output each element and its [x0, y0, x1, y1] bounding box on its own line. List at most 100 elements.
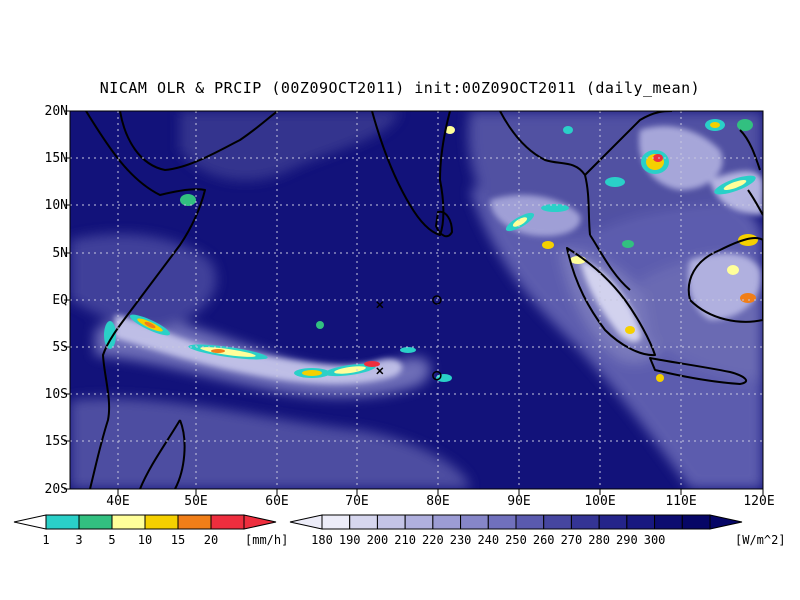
precip-cell	[436, 374, 452, 382]
precip-cell	[710, 122, 720, 128]
olr-colorbar-label: 200	[366, 533, 389, 547]
precip-colorbar-swatch	[144, 514, 179, 530]
precip-cell	[302, 370, 322, 376]
olr-cloud-africa	[70, 234, 217, 330]
precip-band-east	[505, 119, 758, 382]
olr-colorbar-label: 180	[311, 533, 333, 547]
precip-cell	[144, 321, 156, 329]
precip-cell	[400, 347, 416, 353]
olr-colorbar-swatch	[598, 514, 628, 530]
precip-cell	[180, 194, 196, 206]
lon-label: 50E	[184, 494, 208, 509]
lat-label: 5N	[52, 246, 68, 261]
olr-colorbar-swatch	[349, 514, 378, 530]
precip-band-west	[104, 126, 455, 382]
olr-colorbar-swatch	[432, 514, 462, 530]
olr-colorbar-swatch	[460, 514, 489, 530]
precip-colorbar-swatch	[111, 514, 146, 530]
olr-colorbar-swatch	[543, 514, 572, 530]
lon-label: 100E	[584, 494, 616, 509]
precip-colorbar-label: 1	[42, 533, 50, 547]
precip-cell	[445, 126, 455, 134]
precip-cell	[104, 321, 116, 349]
precip-colorbar-label: 15	[170, 533, 186, 547]
precip-colorbar-swatch	[45, 514, 80, 530]
coastline-africa	[85, 111, 206, 489]
lon-label: 110E	[665, 494, 697, 509]
olr-colorbar-label: 210	[394, 533, 416, 547]
precip-cell	[211, 349, 225, 353]
olr-colorbar-label: 190	[338, 533, 361, 547]
olr-bright-band	[115, 315, 403, 385]
olr-cloud-south	[70, 397, 470, 489]
gridlines	[70, 111, 763, 489]
olr-colorbar-label: 270	[560, 533, 583, 547]
olr-colorbar	[289, 514, 743, 530]
olr-colorbar-swatch	[515, 514, 545, 530]
olr-colorbar-swatch	[404, 514, 434, 530]
olr-colorbar-swatch	[570, 514, 600, 530]
olr-colorbar-label: 250	[505, 533, 527, 547]
map-plot-area	[70, 111, 763, 489]
coastline-india	[371, 111, 451, 236]
station-markers	[376, 295, 442, 381]
precip-cell	[723, 180, 747, 190]
coastline-borneo	[687, 237, 763, 323]
lat-label: 15S	[44, 434, 68, 449]
precip-cell	[605, 177, 625, 187]
precip-cell	[622, 240, 634, 248]
precip-cell	[512, 217, 528, 227]
olr-colorbar-label: 230	[449, 533, 472, 547]
precip-colorbar-label: 20	[203, 533, 219, 547]
map-title: NICAM OLR & PRCIP (00Z09OCT2011) init:00…	[99, 79, 701, 97]
lon-label: 40E	[106, 494, 130, 509]
lat-label: 20S	[44, 482, 68, 497]
olr-colorbar-swatch	[626, 514, 656, 530]
precip-cell	[740, 293, 756, 303]
precip-cell	[541, 204, 569, 212]
lon-label: 120E	[743, 494, 775, 509]
precip-colorbar-swatch	[177, 514, 212, 530]
lat-label: 10N	[44, 198, 68, 213]
precip-colorbar-swatch	[210, 514, 245, 530]
olr-colorbar-label: 260	[532, 533, 555, 547]
precip-cell	[737, 119, 753, 131]
lat-label: 10S	[44, 387, 68, 402]
olr-cloud-northwest	[180, 111, 400, 181]
coastline-philippines	[739, 129, 763, 216]
precip-colorbar-label: 10	[137, 533, 153, 547]
olr-bright-sumatra	[580, 260, 641, 342]
coastline-burma	[499, 111, 591, 236]
coastline-madagascar	[139, 419, 186, 489]
olr-colorbar-label: 240	[477, 533, 500, 547]
lon-label: 70E	[345, 494, 369, 509]
precip-colorbar-low-arrow	[13, 514, 47, 530]
precip-colorbar-high-arrow	[243, 514, 277, 530]
coastline-arabia	[119, 111, 279, 171]
olr-colorbar-swatch	[376, 514, 406, 530]
precip-cell	[316, 321, 324, 329]
olr-colorbar-swatch	[321, 514, 351, 530]
axis-ticks	[64, 110, 764, 495]
precip-colorbar-label: 5	[108, 533, 116, 547]
olr-bright-borneo	[688, 253, 761, 320]
precip-units: [mm/h]	[245, 533, 289, 547]
precip-cell	[563, 126, 573, 134]
precip-colorbar-label: 3	[75, 533, 83, 547]
lat-label: 20N	[44, 104, 68, 119]
precip-cell	[364, 361, 380, 367]
precip-colorbar	[13, 514, 277, 530]
x-marker	[376, 367, 384, 375]
coastlines	[85, 111, 763, 489]
o-marker	[432, 295, 442, 305]
olr-units: [W/m^2]	[735, 533, 786, 547]
olr-colorbar-swatch	[487, 514, 517, 530]
lat-label: 15N	[44, 151, 68, 166]
lon-label: 80E	[426, 494, 450, 509]
precip-colorbar-swatch	[78, 514, 113, 530]
olr-colorbar-label: 300	[643, 533, 666, 547]
precip-cell	[542, 241, 554, 249]
precip-cell	[727, 265, 739, 275]
olr-colorbar-swatch	[681, 514, 711, 530]
